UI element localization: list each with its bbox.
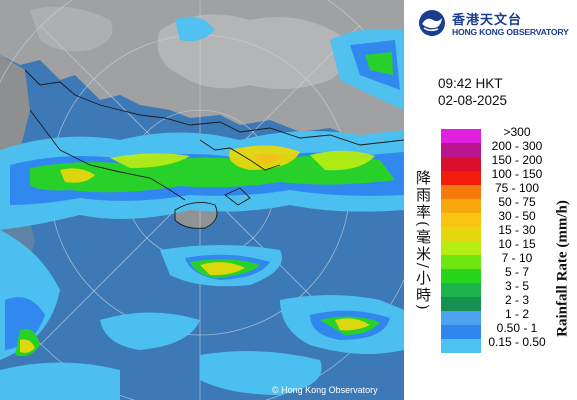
rainfall-rate-label-en-wrapper: Rainfall Rate (mm/h) bbox=[548, 170, 571, 370]
observatory-name-en: HONG KONG OBSERVATORY bbox=[452, 27, 569, 37]
legend-swatch bbox=[441, 283, 481, 297]
legend-label: 1 - 2 bbox=[504, 307, 529, 321]
observatory-logo: 香港天文台 HONG KONG OBSERVATORY bbox=[414, 6, 574, 40]
legend-label: >300 bbox=[503, 125, 531, 139]
color-scale-labels: >300 200 - 300 150 - 200 100 - 150 75 - 100 5… bbox=[482, 125, 552, 349]
legend-swatch bbox=[441, 311, 481, 325]
legend-swatch bbox=[441, 157, 481, 171]
legend-swatch bbox=[441, 241, 481, 255]
legend-swatch bbox=[441, 185, 481, 199]
legend-label: 100 - 150 bbox=[491, 167, 543, 181]
legend-label: 75 - 100 bbox=[494, 181, 540, 195]
legend-label: 200 - 300 bbox=[491, 139, 543, 153]
rainfall-rate-label-cn: 降雨率(毫米/小時) bbox=[414, 170, 432, 312]
legend-swatch bbox=[441, 297, 481, 311]
radar-image bbox=[0, 0, 404, 400]
observation-time: 09:42 HKT bbox=[438, 76, 503, 91]
legend-swatch bbox=[441, 339, 481, 353]
legend-swatch bbox=[441, 171, 481, 185]
observatory-emblem-icon bbox=[419, 10, 445, 36]
legend-label: 7 - 10 bbox=[501, 251, 533, 265]
rainfall-rate-label-en: Rainfall Rate (mm/h) bbox=[554, 200, 571, 337]
legend-swatch bbox=[441, 199, 481, 213]
radar-map: © Hong Kong Observatory bbox=[0, 0, 404, 400]
legend-swatch bbox=[441, 325, 481, 339]
observatory-name-cn: 香港天文台 bbox=[452, 13, 523, 28]
legend-label: 0.15 - 0.50 bbox=[488, 335, 546, 349]
legend-label: 10 - 15 bbox=[498, 237, 536, 251]
legend-label: 50 - 75 bbox=[498, 195, 536, 209]
legend-swatch bbox=[441, 129, 481, 143]
legend-label: 5 - 7 bbox=[504, 265, 529, 279]
legend-label: 0.50 - 1 bbox=[496, 321, 538, 335]
legend-label: 2 - 3 bbox=[504, 293, 529, 307]
legend-label: 150 - 200 bbox=[491, 153, 543, 167]
legend-swatch bbox=[441, 213, 481, 227]
observation-date: 02-08-2025 bbox=[438, 93, 508, 108]
legend-swatch bbox=[441, 269, 481, 283]
legend-label: 3 - 5 bbox=[504, 279, 529, 293]
color-scale bbox=[441, 129, 481, 353]
legend-label: 30 - 50 bbox=[498, 209, 536, 223]
legend-swatch bbox=[441, 255, 481, 269]
legend-swatch bbox=[441, 227, 481, 241]
legend-label: 15 - 30 bbox=[498, 223, 536, 237]
legend-panel: 香港天文台 HONG KONG OBSERVATORY 09:42 HKT 02… bbox=[404, 0, 577, 400]
legend-swatch bbox=[441, 143, 481, 157]
map-copyright: © Hong Kong Observatory bbox=[272, 385, 378, 395]
